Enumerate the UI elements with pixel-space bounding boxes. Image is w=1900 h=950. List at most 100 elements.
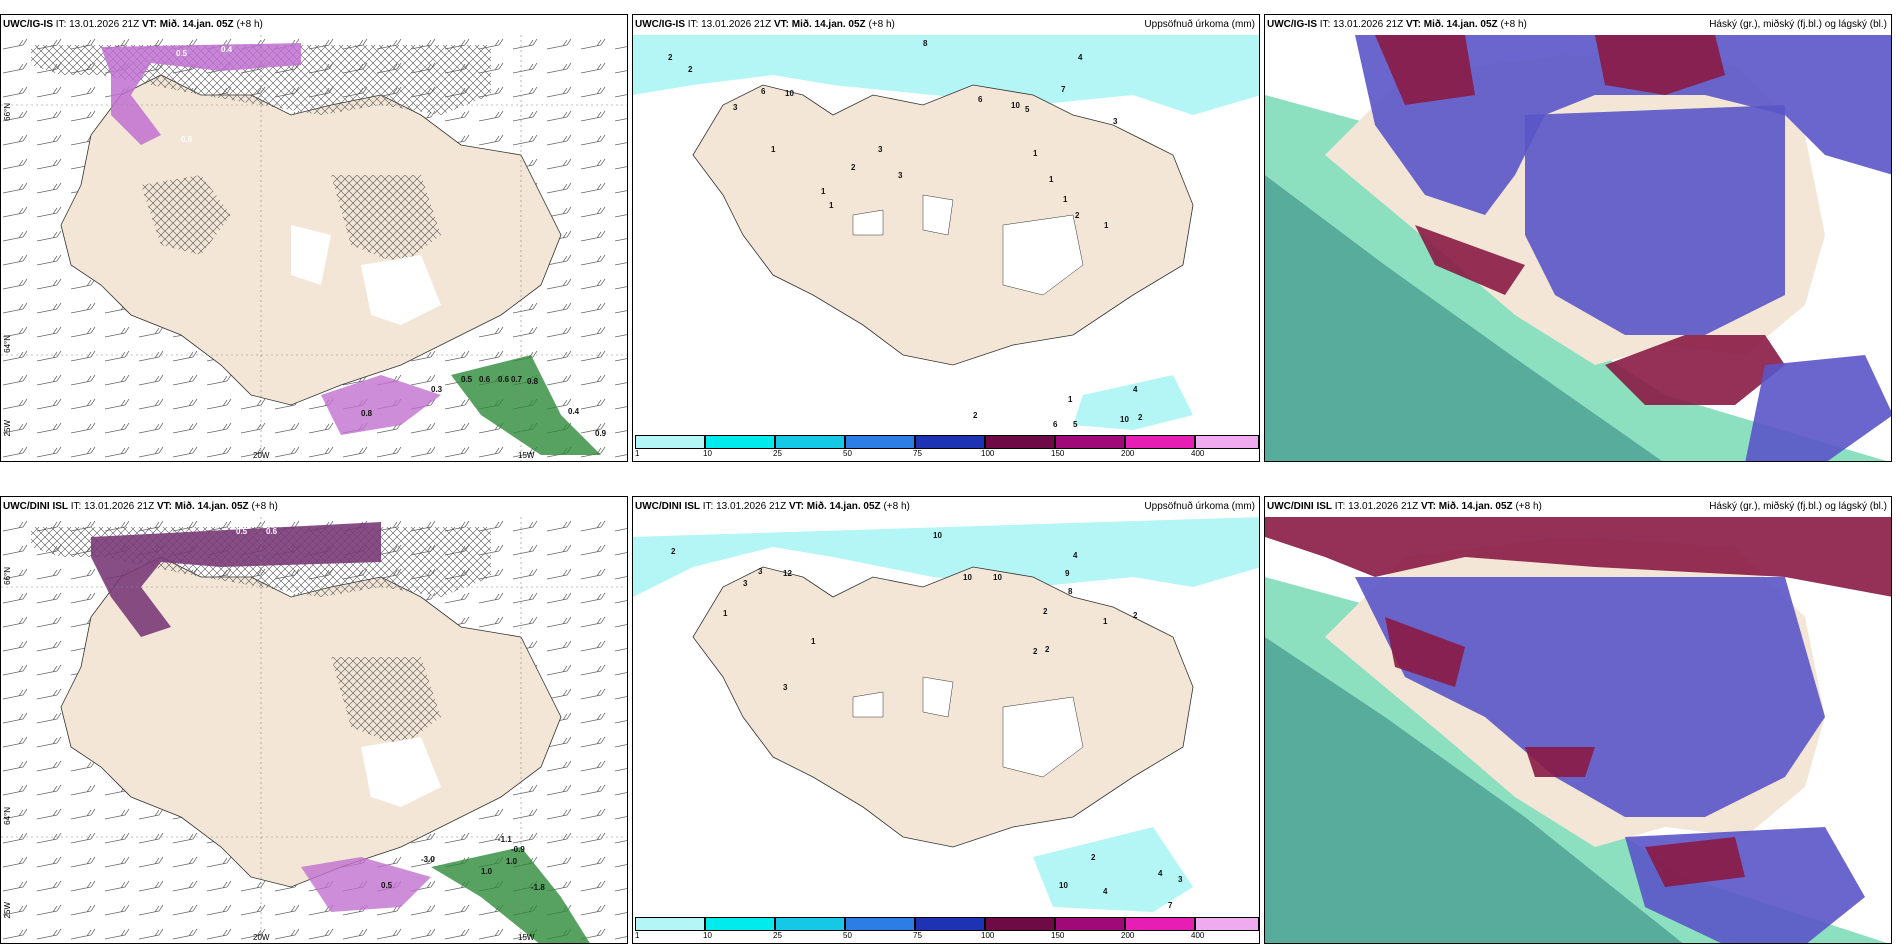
- precip-value: 1: [1063, 195, 1068, 204]
- cloud-map: [1265, 35, 1891, 461]
- wind-map: [1, 35, 627, 461]
- colorbar-tick: 400: [1191, 931, 1205, 940]
- value-label: -0.9: [511, 845, 525, 854]
- value-label: 0.5: [461, 375, 473, 384]
- colorbar-swatch: [845, 435, 915, 449]
- panel-header: UWC/DINI ISL IT: 13.01.2026 21Z VT: Mið.…: [3, 501, 278, 512]
- colorbar-tick: 200: [1121, 449, 1135, 458]
- panel-clouds-bottom: UWC/DINI ISL IT: 13.01.2026 21Z VT: Mið.…: [1264, 496, 1892, 944]
- value-label: 0.6: [181, 135, 193, 144]
- cloud-map: [1265, 517, 1891, 943]
- colorbar: 1 10 25 50 75 100 150 200 400: [635, 917, 1259, 940]
- lon-label: 15W: [518, 933, 535, 942]
- colorbar-swatch: [1055, 917, 1125, 931]
- precip-value: 3: [1113, 117, 1118, 126]
- colorbar-swatch: [845, 917, 915, 931]
- colorbar-tick: 75: [913, 931, 922, 940]
- colorbar-tick: 1: [635, 931, 640, 940]
- precip-value: 10: [933, 531, 942, 540]
- colorbar-swatch: [1055, 435, 1125, 449]
- colorbar-swatch: [915, 435, 985, 449]
- value-label: -3.0: [421, 855, 435, 864]
- panel-clouds-top: UWC/IG-IS IT: 13.01.2026 21Z VT: Mið. 14…: [1264, 14, 1892, 462]
- panel-header: UWC/IG-IS IT: 13.01.2026 21Z VT: Mið. 14…: [1267, 19, 1527, 30]
- colorbar-tick: 200: [1121, 931, 1135, 940]
- colorbar-swatch: [915, 917, 985, 931]
- lon-label: 15W: [518, 451, 535, 460]
- colorbar-swatch: [1125, 435, 1195, 449]
- panel-header: UWC/IG-IS IT: 13.01.2026 21Z VT: Mið. 14…: [3, 19, 263, 30]
- lat-label: 66°N: [3, 567, 12, 585]
- colorbar-swatch: [775, 435, 845, 449]
- precip-value: 2: [688, 65, 693, 74]
- precip-value: 1: [1068, 395, 1073, 404]
- panel-precip-top: UWC/IG-IS IT: 13.01.2026 21Z VT: Mið. 14…: [632, 14, 1260, 462]
- panel-header: UWC/IG-IS IT: 13.01.2026 21Z VT: Mið. 14…: [635, 19, 895, 30]
- colorbar-tick: 150: [1051, 931, 1065, 940]
- precip-map: [633, 517, 1259, 912]
- precip-value: 6: [1053, 420, 1058, 429]
- value-label: 1.0: [506, 857, 518, 866]
- precip-value: 10: [1011, 101, 1020, 110]
- precip-value: 3: [1178, 875, 1183, 884]
- colorbar-swatch: [985, 435, 1055, 449]
- precip-value: 2: [1033, 647, 1038, 656]
- precip-value: 5: [1025, 105, 1030, 114]
- precip-value: 3: [758, 567, 763, 576]
- precip-value: 7: [1061, 85, 1066, 94]
- lat-label: 64°N: [3, 807, 12, 825]
- precip-value: 2: [1075, 211, 1080, 220]
- precip-value: 12: [783, 569, 792, 578]
- value-label: 0.5: [381, 881, 393, 890]
- colorbar-tick: 10: [703, 449, 712, 458]
- panel-title: Háský (gr.), miðský (fj.bl.) og lágský (…: [1709, 19, 1887, 30]
- colorbar-tick: 1: [635, 449, 640, 458]
- colorbar-tick: 25: [773, 449, 782, 458]
- precip-value: 8: [923, 39, 928, 48]
- precip-value: 6: [978, 95, 983, 104]
- precip-value: 2: [671, 547, 676, 556]
- precip-value: 10: [993, 573, 1002, 582]
- precip-value: 2: [1043, 607, 1048, 616]
- precip-value: 1: [1104, 221, 1109, 230]
- precip-value: 10: [1120, 415, 1129, 424]
- precip-value: 5: [1073, 420, 1078, 429]
- precip-value: 4: [1103, 887, 1108, 896]
- precip-value: 6: [761, 87, 766, 96]
- lon-label: 20W: [253, 933, 270, 942]
- colorbar-tick: 150: [1051, 449, 1065, 458]
- value-label: 1.0: [481, 867, 493, 876]
- precip-value: 3: [733, 103, 738, 112]
- precip-value: 1: [723, 609, 728, 618]
- panel-title: Uppsöfnuð úrkoma (mm): [1144, 19, 1255, 30]
- precip-value: 10: [963, 573, 972, 582]
- precip-value: 1: [821, 187, 826, 196]
- precip-value: 10: [785, 89, 794, 98]
- value-label: 0.7: [511, 375, 523, 384]
- value-label: -1.1: [498, 835, 512, 844]
- colorbar-tick: 100: [981, 931, 995, 940]
- precip-value: 4: [1073, 551, 1078, 560]
- panel-header: UWC/DINI ISL IT: 13.01.2026 21Z VT: Mið.…: [635, 501, 910, 512]
- precip-value: 7: [1168, 901, 1173, 910]
- precip-value: 3: [898, 171, 903, 180]
- precip-value: 3: [743, 579, 748, 588]
- value-label: 0.5: [236, 527, 248, 536]
- colorbar-swatch: [985, 917, 1055, 931]
- precip-value: 3: [783, 683, 788, 692]
- panel-title: Uppsöfnuð úrkoma (mm): [1144, 501, 1255, 512]
- colorbar-tick: 10: [703, 931, 712, 940]
- value-label: 0.5: [176, 49, 188, 58]
- colorbar-swatch: [1125, 917, 1195, 931]
- colorbar-swatch: [775, 917, 845, 931]
- panel-precip-bottom: UWC/DINI ISL IT: 13.01.2026 21Z VT: Mið.…: [632, 496, 1260, 944]
- value-label: 0.8: [527, 377, 539, 386]
- precip-value: 2: [851, 163, 856, 172]
- colorbar-swatch: [705, 917, 775, 931]
- precip-value: 1: [1033, 149, 1038, 158]
- wind-map: [1, 517, 627, 943]
- colorbar-tick: 50: [843, 931, 852, 940]
- lat-label: 64°N: [3, 335, 12, 353]
- precip-value: 2: [1045, 645, 1050, 654]
- colorbar-swatch: [635, 435, 705, 449]
